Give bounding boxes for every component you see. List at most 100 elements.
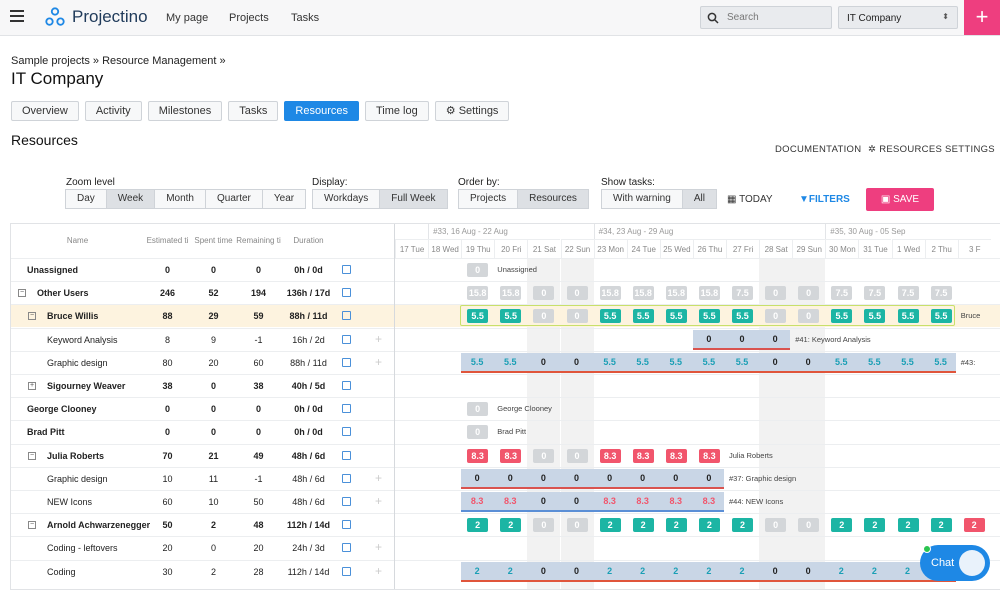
external-link-icon[interactable] xyxy=(342,334,351,344)
save-button[interactable]: ▣ SAVE xyxy=(866,188,934,211)
external-link-icon[interactable] xyxy=(342,404,351,414)
external-link-icon[interactable] xyxy=(342,497,351,506)
resource-row[interactable]: Unassigned 0 0 0 0h / 0d xyxy=(11,258,394,281)
collapse-icon[interactable]: − xyxy=(18,289,26,298)
today-button[interactable]: ▦ TODAY xyxy=(727,194,773,205)
allocation-cell[interactable]: 0 xyxy=(533,448,555,463)
allocation-cell[interactable]: 8.3 xyxy=(467,448,489,463)
col-header-duration[interactable]: Duration xyxy=(293,236,324,245)
resource-row[interactable]: Graphic design 10 11 -1 48h / 6d + xyxy=(11,466,394,490)
task-bar[interactable] xyxy=(461,468,724,489)
allocation-cell[interactable]: 0 xyxy=(533,309,555,324)
external-link-icon[interactable] xyxy=(342,473,351,483)
allocation-cell[interactable]: 7.5 xyxy=(897,286,919,301)
tab-milestones[interactable]: Milestones xyxy=(147,101,223,121)
nav-projects[interactable]: Projects xyxy=(229,12,269,24)
resource-row[interactable]: NEW Icons 60 10 50 48h / 6d + xyxy=(11,490,394,513)
allocation-cell[interactable]: 15.8 xyxy=(599,286,621,301)
tab-settings[interactable]: ⚙ Settings xyxy=(434,101,510,121)
allocation-cell[interactable]: 5.5 xyxy=(698,309,720,324)
tab-tasks[interactable]: Tasks xyxy=(228,101,279,121)
order-projects[interactable]: Projects xyxy=(458,189,519,209)
external-link-icon[interactable] xyxy=(342,450,351,460)
allocation-cell[interactable]: 7.5 xyxy=(930,286,952,301)
allocation-cell[interactable]: 8.3 xyxy=(500,448,522,463)
allocation-cell[interactable]: 2 xyxy=(698,518,720,533)
collapse-icon[interactable]: − xyxy=(28,451,36,460)
tab-activity[interactable]: Activity xyxy=(84,101,142,121)
allocation-cell[interactable]: 5.5 xyxy=(864,309,886,324)
allocation-cell[interactable]: 8.3 xyxy=(665,448,687,463)
col-header-remaining[interactable]: Remaining ti xyxy=(236,236,281,245)
resource-row[interactable]: George Clooney 0 0 0 0h / 0d xyxy=(11,397,394,420)
collapse-icon[interactable]: − xyxy=(28,312,36,321)
allocation-cell[interactable]: 5.5 xyxy=(467,309,489,324)
allocation-cell[interactable]: 0 xyxy=(566,518,588,533)
allocation-cell[interactable]: 2 xyxy=(732,518,753,533)
allocation-cell[interactable]: 15.8 xyxy=(467,286,489,301)
external-link-icon[interactable] xyxy=(342,543,351,553)
external-link-icon[interactable] xyxy=(342,265,351,274)
display-full-week[interactable]: Full Week xyxy=(379,189,448,209)
resource-row[interactable]: − Bruce Willis 88 29 59 88h / 11d xyxy=(11,304,394,328)
order-resources[interactable]: Resources xyxy=(517,189,589,209)
allocation-cell[interactable]: 5.5 xyxy=(930,309,952,324)
grid-divider[interactable] xyxy=(394,224,395,589)
allocation-cell[interactable]: 5.5 xyxy=(632,309,654,324)
allocation-cell[interactable]: 8.3 xyxy=(632,448,654,463)
show-with-warning[interactable]: With warning xyxy=(601,189,683,209)
allocation-cell[interactable]: 2 xyxy=(500,518,522,533)
zoom-month[interactable]: Month xyxy=(154,189,206,209)
tab-overview[interactable]: Overview xyxy=(11,101,79,121)
tab-time-log[interactable]: Time log xyxy=(364,101,429,121)
resource-row[interactable]: − Julia Roberts 70 21 49 48h / 6d xyxy=(11,443,394,467)
nav-my-page[interactable]: My page xyxy=(166,12,209,24)
allocation-cell[interactable]: 5.5 xyxy=(599,309,621,324)
allocation-cell[interactable]: 7.5 xyxy=(864,286,886,301)
allocation-cell[interactable]: 0 xyxy=(566,309,588,324)
menu-icon[interactable] xyxy=(10,10,24,22)
allocation-cell[interactable]: 5.5 xyxy=(897,309,919,324)
external-link-icon[interactable] xyxy=(342,381,351,390)
company-select[interactable]: IT Company ⬍ xyxy=(838,6,958,29)
filters-button[interactable]: ▼FILTERS xyxy=(799,194,850,205)
documentation-link[interactable]: DOCUMENTATION xyxy=(775,144,862,155)
show-all[interactable]: All xyxy=(681,189,717,209)
allocation-cell[interactable]: 0 xyxy=(798,286,820,301)
add-icon[interactable]: + xyxy=(375,470,383,485)
display-workdays[interactable]: Workdays xyxy=(312,189,381,209)
resource-row[interactable]: Coding - leftovers 20 0 20 24h / 3d + xyxy=(11,536,394,559)
allocation-cell[interactable]: 0 xyxy=(765,518,787,533)
add-icon[interactable]: + xyxy=(375,494,383,508)
zoom-day[interactable]: Day xyxy=(65,189,107,209)
tab-resources[interactable]: Resources xyxy=(284,101,359,121)
col-header-name[interactable]: Name xyxy=(66,236,89,245)
allocation-cell[interactable]: 2 xyxy=(467,518,489,533)
task-bar[interactable] xyxy=(461,492,724,512)
resource-row[interactable]: + Sigourney Weaver 38 0 38 40h / 5d xyxy=(11,374,394,397)
allocation-cell[interactable]: 0 xyxy=(798,309,820,324)
allocation-cell[interactable]: 2 xyxy=(864,518,886,533)
add-icon[interactable]: + xyxy=(375,354,383,369)
allocation-cell[interactable]: 0 xyxy=(533,286,555,301)
chat-button[interactable]: Chat xyxy=(920,545,990,581)
allocation-cell[interactable]: 2 xyxy=(665,518,687,533)
breadcrumb[interactable]: Sample projects » Resource Management » xyxy=(11,55,226,67)
resource-row[interactable]: Brad Pitt 0 0 0 0h / 0d xyxy=(11,420,394,443)
allocation-cell[interactable]: 0 xyxy=(798,518,820,533)
allocation-cell[interactable]: 8.3 xyxy=(599,448,621,463)
allocation-cell[interactable]: 15.8 xyxy=(698,286,720,301)
add-icon[interactable]: + xyxy=(375,331,383,346)
external-link-icon[interactable] xyxy=(342,566,351,576)
allocation-cell[interactable]: 2 xyxy=(831,518,853,533)
allocation-cell[interactable]: 5.5 xyxy=(831,309,853,324)
app-logo[interactable]: Projectino xyxy=(44,6,148,28)
allocation-cell[interactable]: 15.8 xyxy=(500,286,522,301)
resource-row[interactable]: Graphic design 80 20 60 88h / 11d + xyxy=(11,350,394,374)
allocation-cell[interactable]: 8.3 xyxy=(698,448,720,463)
allocation-cell[interactable]: 0 xyxy=(533,518,555,533)
zoom-year[interactable]: Year xyxy=(261,189,307,209)
allocation-cell[interactable]: 0 xyxy=(467,402,489,417)
allocation-cell[interactable]: 7.5 xyxy=(831,286,853,301)
add-icon[interactable]: + xyxy=(375,563,383,578)
